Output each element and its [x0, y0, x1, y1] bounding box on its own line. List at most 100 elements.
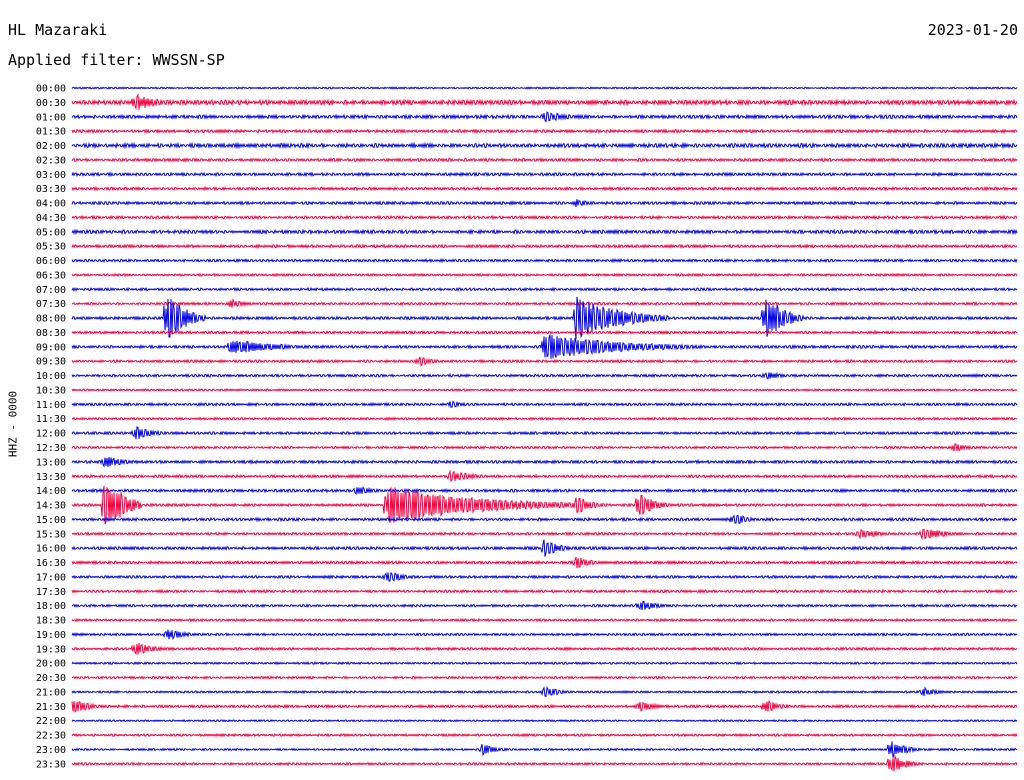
trace-line-1630: [71, 556, 1018, 569]
trace-line-0230: [71, 157, 1018, 163]
tick-label: 10:00: [36, 371, 66, 382]
trace-line-1730: [71, 588, 1018, 594]
trace-line-2330: [71, 754, 1018, 772]
tick-label: 03:30: [36, 184, 66, 195]
trace-line-2200: [71, 718, 1018, 723]
tick-label: 02:00: [36, 141, 66, 152]
tick-label: 06:30: [36, 270, 66, 281]
trace-line-1400: [71, 486, 1018, 496]
tick-label: 23:30: [36, 759, 66, 770]
trace-line-1800: [71, 600, 1018, 610]
tick-label: 14:00: [36, 486, 66, 497]
tick-label: 07:00: [36, 285, 66, 296]
tick-label: 13:30: [36, 472, 66, 483]
tick-label: 09:00: [36, 342, 66, 353]
trace-line-1100: [71, 400, 1018, 408]
trace-group: [71, 86, 1018, 772]
station-name: HL Mazaraki: [8, 21, 108, 39]
trace-line-0900: [71, 334, 1018, 359]
trace-line-0330: [71, 185, 1018, 192]
tick-label: 04:00: [36, 199, 66, 210]
trace-line-0800: [71, 296, 1018, 340]
trace-line-2130: [71, 699, 1018, 713]
tick-label: 19:30: [36, 644, 66, 655]
trace-line-0600: [71, 257, 1018, 264]
trace-line-0700: [71, 286, 1018, 292]
tick-label: 03:00: [36, 170, 66, 181]
tick-label: 08:30: [36, 328, 66, 339]
tick-label: 14:30: [36, 501, 66, 512]
filter-label: Applied filter: WWSSN-SP: [8, 51, 225, 69]
trace-line-1000: [71, 371, 1018, 380]
trace-line-0000: [71, 86, 1018, 90]
date-label: 2023-01-20: [927, 21, 1018, 39]
trace-line-1300: [71, 456, 1018, 468]
trace-line-2000: [71, 661, 1018, 666]
trace-line-2030: [71, 675, 1018, 680]
tick-label: 02:30: [36, 155, 66, 166]
tick-label: 04:30: [36, 213, 66, 224]
trace-line-0830: [71, 329, 1018, 336]
trace-line-0130: [71, 128, 1018, 134]
trace-line-1830: [71, 617, 1018, 623]
trace-line-0100: [71, 111, 1018, 123]
tick-label: 07:30: [36, 299, 66, 310]
tick-label: 00:00: [36, 84, 66, 95]
tick-label: 20:30: [36, 673, 66, 684]
tick-label: 12:30: [36, 443, 66, 454]
tick-label: 06:00: [36, 256, 66, 267]
trace-line-2100: [71, 685, 1018, 698]
tick-label: 17:30: [36, 587, 66, 598]
tick-label: 23:00: [36, 745, 66, 756]
tick-label: 22:30: [36, 731, 66, 742]
tick-label: 00:30: [36, 98, 66, 109]
trace-line-1500: [71, 514, 1018, 525]
trace-line-0730: [71, 298, 1018, 308]
tick-label: 01:00: [36, 112, 66, 123]
trace-line-0930: [71, 356, 1018, 367]
trace-line-1430: [71, 485, 1018, 525]
trace-line-1930: [71, 643, 1018, 656]
tick-label: 13:00: [36, 457, 66, 468]
tick-label: 08:00: [36, 314, 66, 325]
trace-line-2300: [71, 741, 1018, 758]
tick-label: 16:00: [36, 544, 66, 555]
tick-label: 20:00: [36, 659, 66, 670]
trace-line-1600: [71, 539, 1018, 557]
tick-label: 18:00: [36, 601, 66, 612]
trace-line-1700: [71, 571, 1018, 582]
trace-line-0530: [71, 243, 1018, 249]
trace-line-0030: [71, 93, 1018, 111]
tick-label: 05:00: [36, 227, 66, 238]
tick-label: 09:30: [36, 357, 66, 368]
trace-line-1030: [71, 387, 1018, 393]
tick-label: 22:00: [36, 716, 66, 727]
tick-label: 11:00: [36, 400, 66, 411]
tick-label: 11:30: [36, 414, 66, 425]
tick-label: 12:00: [36, 429, 66, 440]
trace-line-1530: [71, 528, 1018, 540]
trace-line-1130: [71, 416, 1018, 422]
tick-label-group: 00:00 00:30 01:00 01:30 02:00 02:30 03:00 03:30…: [36, 84, 66, 771]
tick-label: 15:30: [36, 529, 66, 540]
tick-label: 16:30: [36, 558, 66, 569]
trace-line-0500: [71, 228, 1018, 236]
tick-label: 21:30: [36, 702, 66, 713]
trace-line-0630: [71, 272, 1018, 278]
trace-line-2230: [71, 732, 1018, 738]
tick-label: 10:30: [36, 385, 66, 396]
trace-line-1200: [71, 426, 1018, 440]
tick-label: 01:30: [36, 127, 66, 138]
tick-label: 15:00: [36, 515, 66, 526]
trace-line-0400: [71, 199, 1018, 207]
trace-line-0200: [71, 141, 1018, 150]
trace-line-0430: [71, 214, 1018, 221]
tick-label: 21:00: [36, 687, 66, 698]
tick-label: 19:00: [36, 630, 66, 641]
trace-line-1900: [71, 629, 1018, 641]
trace-line-0300: [71, 171, 1018, 178]
trace-line-1230: [71, 442, 1018, 452]
tick-label: 05:30: [36, 242, 66, 253]
trace-line-1330: [71, 469, 1018, 483]
